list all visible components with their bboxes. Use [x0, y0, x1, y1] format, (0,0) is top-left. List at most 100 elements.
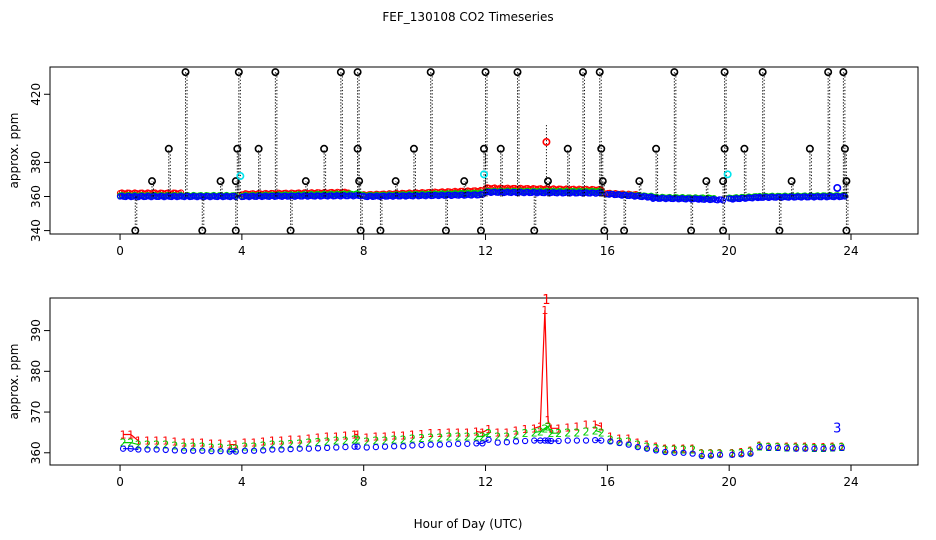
series-2-marker: 2 [662, 444, 669, 457]
series-3-marker [729, 451, 736, 458]
black_low-point [635, 177, 644, 186]
black_low-point [301, 177, 310, 186]
black_bottom-point [775, 226, 784, 235]
series-3-marker [671, 449, 678, 456]
x-tick-label: 0 [116, 244, 124, 258]
series-2-marker: 2 [241, 441, 248, 454]
series-2-marker: 2 [171, 439, 178, 452]
black_mid-point [496, 144, 505, 153]
black_mid-point [254, 144, 263, 153]
black_mid-point [320, 144, 329, 153]
series-1-marker: 1 [653, 441, 660, 454]
red_peak-point [542, 137, 551, 146]
black_bottom-point [131, 226, 140, 235]
series-3-marker [707, 452, 715, 459]
series-2-marker: 2 [455, 430, 462, 443]
series-1-marker: 1 [181, 437, 188, 450]
series-3-marker [260, 447, 267, 454]
series-1-marker: 1 [324, 430, 331, 443]
series-1-marker: 1 [838, 440, 845, 453]
series-2-marker: 2 [738, 447, 745, 460]
series-1-marker: 1 [689, 443, 696, 456]
series-2-marker: 2 [208, 441, 215, 454]
series-2-marker: 2 [162, 439, 169, 452]
series-1-marker: 1 [445, 426, 452, 439]
series-2-marker: 2 [820, 442, 827, 455]
series-1-marker: 1 [241, 437, 248, 450]
series-3-marker [454, 440, 462, 447]
series-2-marker: 2 [181, 441, 188, 454]
series-2-marker: 2 [153, 439, 160, 452]
black_low-point [719, 177, 728, 186]
y-axis-label: approx. ppm [7, 113, 21, 189]
series-2-marker: 2 [747, 446, 754, 459]
series-3-marker [573, 437, 581, 444]
x-tick-label: 16 [600, 244, 615, 258]
series-2-marker: 2 [144, 439, 151, 452]
series-1-marker: 1 [793, 441, 800, 454]
series-3-marker [217, 448, 224, 455]
series-1-marker: 1 [354, 428, 361, 441]
series-2-marker: 2 [774, 441, 781, 454]
black_mid-point [563, 144, 572, 153]
series-1-marker: 1 [485, 423, 492, 436]
series-3-marker [144, 446, 151, 453]
series-1-marker: 1 [199, 437, 206, 450]
series-2-marker: 2 [391, 434, 398, 447]
series-1-marker: 1 [634, 437, 641, 450]
series-2-marker: 2 [351, 434, 358, 447]
series-2-marker: 2 [363, 435, 370, 448]
black_top-point [578, 68, 587, 77]
series-2-marker: 2 [765, 441, 772, 454]
series-3-marker [171, 447, 179, 454]
series-3-marker [381, 443, 389, 450]
series-3-marker [232, 448, 239, 455]
black_low-point [391, 177, 400, 186]
series-2-marker: 2 [838, 441, 845, 454]
series-3-marker [250, 447, 258, 454]
black_bottom-point [198, 226, 207, 235]
series-2-marker: 2 [548, 427, 555, 440]
series-3-marker [689, 450, 696, 457]
series-2-marker: 2 [522, 427, 529, 440]
series-1-marker: 1 [217, 437, 224, 450]
black_top-point [353, 68, 362, 77]
series-3-marker [598, 437, 605, 444]
series-2-marker: 2 [707, 448, 714, 461]
series-3-marker [153, 446, 160, 453]
black_top-point [839, 68, 848, 77]
cyan-point [479, 170, 488, 179]
series-3-marker [802, 445, 809, 452]
black_top-point [824, 68, 833, 77]
series-2-marker: 2 [784, 441, 791, 454]
y-tick-label: 370 [29, 401, 43, 424]
series-2-marker: 2 [717, 448, 724, 461]
series-3-marker [783, 445, 791, 452]
series-2-marker: 2 [607, 434, 614, 447]
series-1-marker: 1 [522, 423, 529, 436]
series-1-marker: 1 [717, 447, 724, 460]
series-1-marker: 1 [643, 439, 650, 452]
series-2-marker: 2 [537, 426, 544, 439]
black_bottom-point [356, 226, 365, 235]
series-1-marker: 1 [190, 437, 197, 450]
series-2-marker: 2 [199, 441, 206, 454]
blue-point [716, 196, 723, 203]
series-3-marker [811, 445, 818, 452]
series-1-marker: 1 [260, 435, 267, 448]
series-1-marker: 1 [537, 420, 544, 433]
blue_peak-point [833, 183, 842, 192]
series-3-marker [537, 437, 544, 444]
series-1-marker: 1 [127, 428, 134, 441]
series-3-marker [241, 447, 249, 454]
series-2-marker: 2 [427, 431, 434, 444]
x-tick-label: 20 [722, 475, 737, 489]
series-3-marker [774, 444, 782, 452]
black_mid-point [409, 144, 418, 153]
series-3-marker [503, 439, 510, 446]
y-tick-label: 380 [29, 151, 43, 174]
series-2-marker: 2 [653, 442, 660, 455]
series-1-marker: 1 [583, 418, 590, 431]
black_bottom-point [476, 226, 485, 235]
scatter-layer [116, 68, 851, 235]
